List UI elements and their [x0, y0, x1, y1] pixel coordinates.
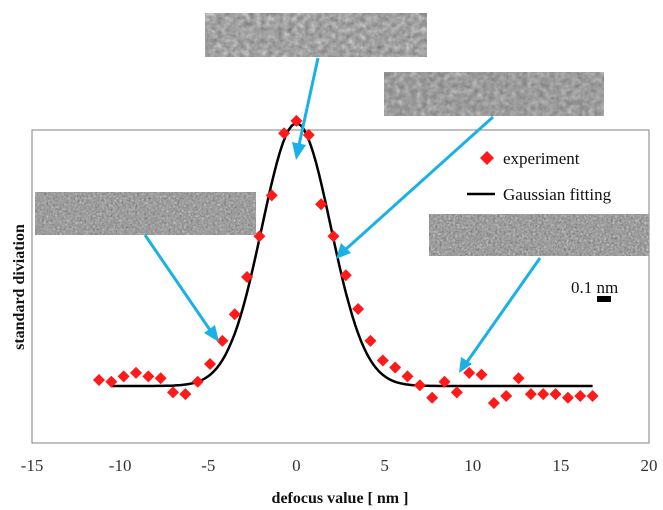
data-point — [204, 358, 217, 370]
data-point — [105, 375, 118, 388]
data-point — [364, 334, 377, 347]
arrow-to-peak — [292, 57, 320, 160]
data-point — [216, 334, 229, 347]
data-point — [327, 230, 340, 243]
x-tick-label: -10 — [109, 456, 132, 475]
data-point — [426, 391, 439, 404]
data-point — [413, 379, 426, 392]
data-point — [475, 368, 488, 381]
x-tick-label: 10 — [464, 456, 481, 475]
x-tick-label: 5 — [380, 456, 389, 475]
data-point — [228, 308, 241, 321]
legend-label-fit: Gaussian fitting — [503, 185, 612, 204]
data-point — [549, 388, 562, 401]
data-point — [463, 366, 476, 379]
annotation-arrows — [143, 57, 542, 373]
data-point — [401, 370, 414, 383]
x-axis-label: defocus value [ nm ] — [272, 490, 409, 507]
x-tick-label: 20 — [641, 456, 658, 475]
data-point — [130, 366, 143, 379]
data-point — [524, 388, 537, 401]
data-point — [339, 269, 352, 282]
data-point — [241, 271, 254, 284]
data-point — [537, 388, 550, 401]
data-point — [117, 370, 130, 383]
plot-frame — [31, 129, 650, 444]
data-point — [278, 127, 291, 140]
x-tick-label: 0 — [292, 456, 301, 475]
micrograph-inset-tail — [429, 214, 649, 256]
x-tick-label: -5 — [201, 456, 215, 475]
data-point — [315, 198, 328, 211]
data-point — [92, 373, 105, 386]
legend: experiment Gaussian fitting — [467, 149, 612, 204]
data-point — [191, 375, 204, 388]
data-point — [179, 388, 192, 401]
data-point — [142, 370, 155, 383]
scale-bar: 0.1 nm — [571, 278, 618, 302]
data-point — [561, 391, 574, 404]
micrograph-inset-left-slope — [35, 192, 256, 235]
data-point — [167, 386, 180, 399]
y-axis-label: standard diviation — [11, 224, 28, 350]
data-point — [290, 114, 303, 127]
data-point — [512, 372, 525, 385]
x-tick-label: 15 — [552, 456, 569, 475]
data-point — [574, 389, 587, 402]
gaussian-fit-line — [111, 122, 593, 388]
micrograph-inset-peak — [205, 13, 427, 57]
arrow-to-tail — [459, 257, 542, 373]
legend-label-experiment: experiment — [503, 149, 580, 168]
data-point — [450, 386, 463, 399]
data-point — [500, 389, 513, 402]
data-point — [302, 129, 315, 142]
data-point — [253, 230, 266, 243]
data-point — [265, 189, 278, 202]
data-point — [352, 302, 365, 315]
data-point — [438, 375, 451, 388]
legend-marker-experiment — [480, 151, 494, 165]
arrow-to-left-slope — [143, 234, 219, 342]
scale-bar-label: 0.1 nm — [571, 278, 618, 297]
data-point — [389, 361, 402, 374]
data-point — [376, 354, 389, 367]
data-point — [586, 389, 599, 402]
data-point — [487, 397, 500, 410]
micrograph-inset-right-slope — [384, 72, 604, 116]
x-tick-label: -15 — [21, 456, 44, 475]
data-point — [154, 372, 167, 385]
arrow-to-right-slope — [336, 115, 495, 259]
scale-bar-mark — [597, 296, 611, 302]
